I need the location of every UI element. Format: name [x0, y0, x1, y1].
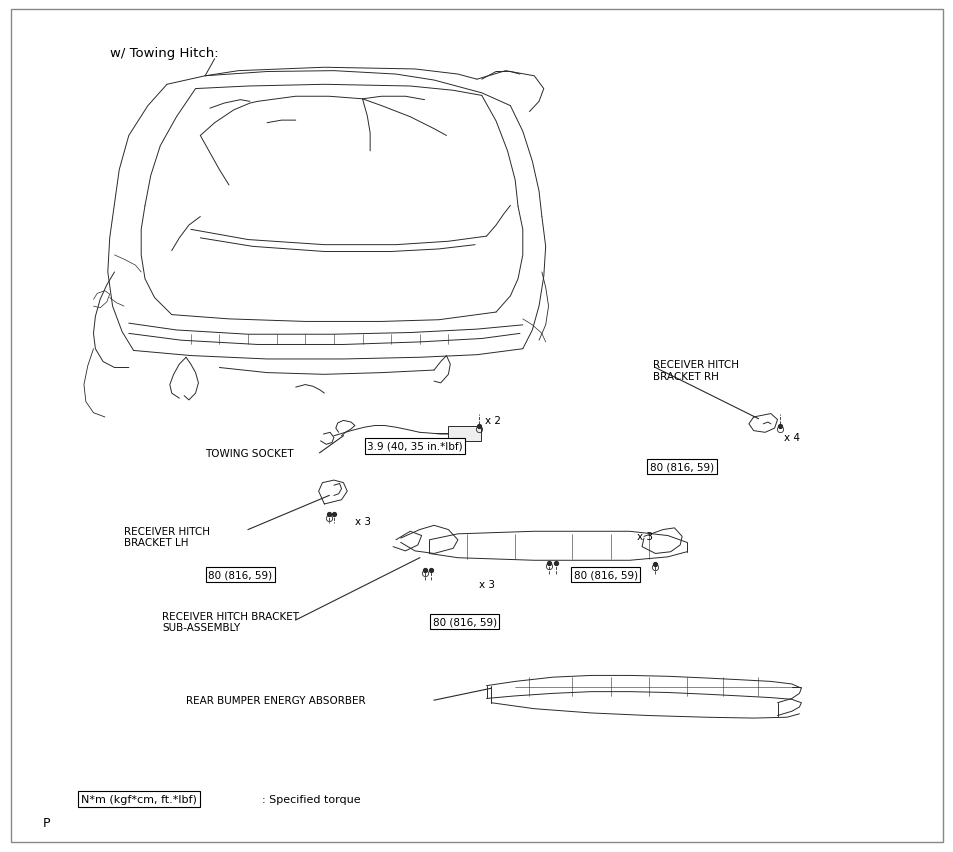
Text: 80 (816, 59): 80 (816, 59): [649, 462, 714, 472]
Text: x 4: x 4: [783, 433, 800, 443]
Text: 80 (816, 59): 80 (816, 59): [208, 570, 273, 580]
Text: P: P: [43, 815, 51, 829]
Text: REAR BUMPER ENERGY ABSORBER: REAR BUMPER ENERGY ABSORBER: [186, 695, 365, 705]
Text: RECEIVER HITCH
BRACKET LH: RECEIVER HITCH BRACKET LH: [124, 526, 210, 548]
Text: w/ Towing Hitch:: w/ Towing Hitch:: [110, 47, 218, 60]
Text: TOWING SOCKET: TOWING SOCKET: [205, 448, 294, 458]
Text: 80 (816, 59): 80 (816, 59): [573, 570, 638, 580]
Text: x 2: x 2: [484, 416, 500, 426]
Text: N*m (kgf*cm, ft.*lbf): N*m (kgf*cm, ft.*lbf): [81, 794, 196, 804]
Text: 80 (816, 59): 80 (816, 59): [432, 617, 497, 627]
Text: x 3: x 3: [355, 516, 371, 527]
Text: 3.9 (40, 35 in.*lbf): 3.9 (40, 35 in.*lbf): [367, 441, 462, 452]
Text: RECEIVER HITCH
BRACKET RH: RECEIVER HITCH BRACKET RH: [653, 360, 739, 382]
Text: x 3: x 3: [478, 579, 495, 590]
Text: RECEIVER HITCH BRACKET
SUB-ASSEMBLY: RECEIVER HITCH BRACKET SUB-ASSEMBLY: [162, 611, 299, 633]
Text: x 3: x 3: [637, 532, 653, 542]
Bar: [448, 426, 480, 441]
Text: : Specified torque: : Specified torque: [262, 794, 360, 804]
